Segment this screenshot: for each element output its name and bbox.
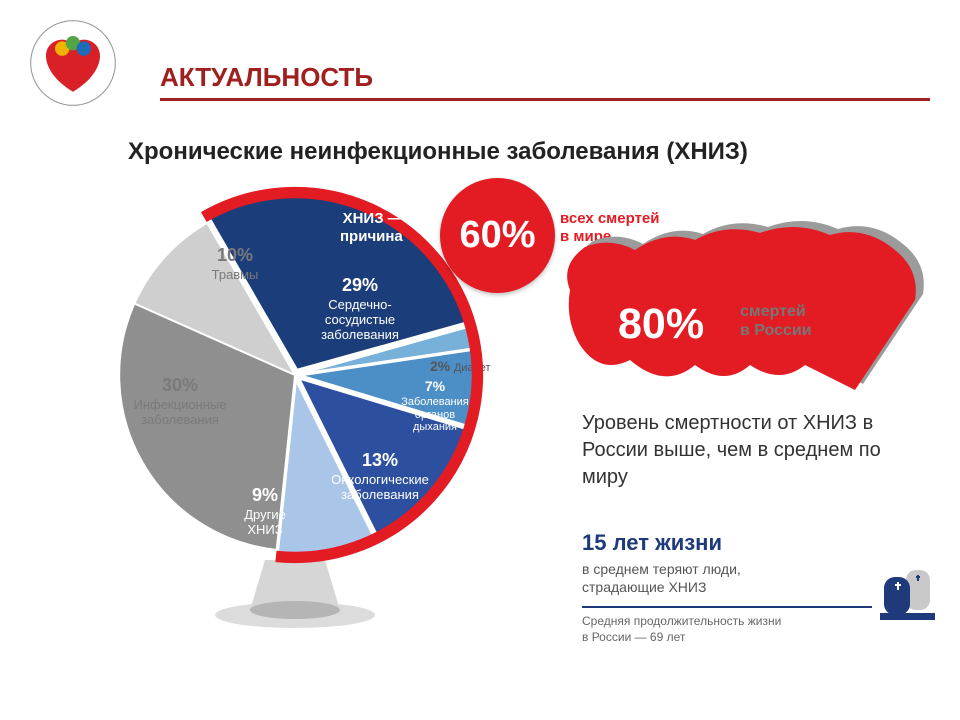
life-loss-block: 15 лет жизни в среднем теряют люди,страд… bbox=[582, 530, 922, 646]
life-loss-title: 15 лет жизни bbox=[582, 530, 922, 556]
page-title: АКТУАЛЬНОСТЬ bbox=[160, 62, 373, 93]
slice-label-oncology: 13%Онкологическиезаболевания bbox=[310, 450, 450, 503]
slice-label-other_ncd: 9%ДругиеХНИЗ bbox=[225, 485, 305, 538]
subtitle: Хронические неинфекционные заболевания (… bbox=[128, 138, 748, 166]
pie-stand bbox=[205, 560, 385, 630]
life-loss-sub: в среднем теряют люди,страдающие ХНИЗ bbox=[582, 560, 922, 596]
russia-deaths-label: смертейв России bbox=[740, 302, 812, 340]
title-underline bbox=[160, 98, 930, 101]
slice-label-respiratory: 7%Заболеванияоргановдыхания bbox=[380, 378, 490, 434]
org-logo bbox=[28, 18, 118, 108]
russia-80-percent: 80% bbox=[618, 300, 704, 349]
badge-60-value: 60% bbox=[459, 214, 535, 257]
ncd-cause-label: ХНИЗ —причина bbox=[340, 210, 403, 246]
slice-label-diabetes: 2% Диабет bbox=[430, 358, 550, 375]
russia-comparison-text: Уровень смертности от ХНИЗ в России выше… bbox=[582, 410, 912, 491]
slice-label-trauma: 10%Травмы bbox=[190, 245, 280, 283]
life-loss-divider bbox=[582, 606, 872, 608]
slice-label-infectious: 30%Инфекционныезаболевания bbox=[115, 375, 245, 428]
life-loss-footer: Средняя продолжительность жизнив России … bbox=[582, 614, 922, 645]
gravestone-icon bbox=[880, 555, 935, 620]
badge-60-percent: 60% bbox=[440, 178, 555, 293]
slice-label-cvd: 29%Сердечно-сосудистыезаболевания bbox=[300, 275, 420, 343]
